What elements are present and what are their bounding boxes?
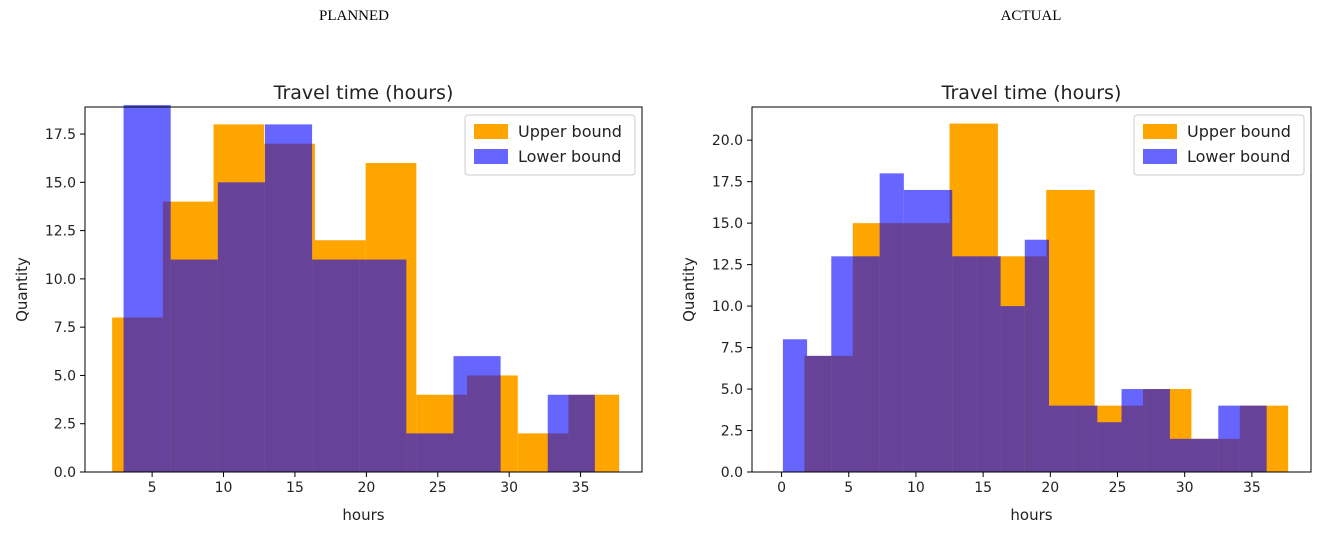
- y-tick-label: 17.5: [45, 127, 76, 143]
- y-tick-label: 12.5: [45, 224, 76, 240]
- bar-lower-3: [264, 124, 313, 472]
- x-tick-label: 10: [215, 480, 233, 496]
- bar-lower-6: [406, 433, 454, 472]
- bar-lower-4: [312, 259, 360, 472]
- y-tick-label: 7.5: [54, 320, 76, 336]
- x-tick-label: 20: [357, 480, 375, 496]
- x-tick-label: 25: [429, 480, 447, 496]
- bar-lower-7: [453, 356, 501, 472]
- y-tick-label: 10.0: [45, 272, 76, 288]
- bar-lower-5: [359, 259, 407, 472]
- bar-lower-0: [123, 105, 171, 472]
- x-tick-label: 35: [572, 480, 590, 496]
- x-tick-label: 30: [500, 480, 518, 496]
- bar-lower-9: [547, 394, 595, 472]
- legend-swatch-lower: [474, 149, 508, 164]
- caption-actual: ACTUAL: [1000, 8, 1062, 24]
- y-tick-label: 5.0: [54, 368, 76, 384]
- axes-frame: [84, 106, 643, 473]
- chart-title: Travel time (hours): [273, 82, 454, 104]
- x-tick-label: 15: [286, 480, 304, 496]
- y-tick-label: 0.0: [54, 465, 76, 481]
- y-axis-label: Quantity: [13, 257, 31, 322]
- legend-label-lower: Lower bound: [518, 147, 621, 166]
- y-tick-label: 2.5: [54, 417, 76, 433]
- legend-swatch-upper: [474, 124, 508, 139]
- y-tick-label: 15.0: [45, 175, 76, 191]
- legend-label-upper: Upper bound: [518, 122, 622, 141]
- bar-lower-2: [217, 182, 265, 473]
- x-tick-label: 5: [148, 480, 157, 496]
- caption-planned: PLANNED: [319, 8, 389, 24]
- x-axis-label: hours: [342, 506, 384, 524]
- bar-lower-1: [170, 259, 218, 472]
